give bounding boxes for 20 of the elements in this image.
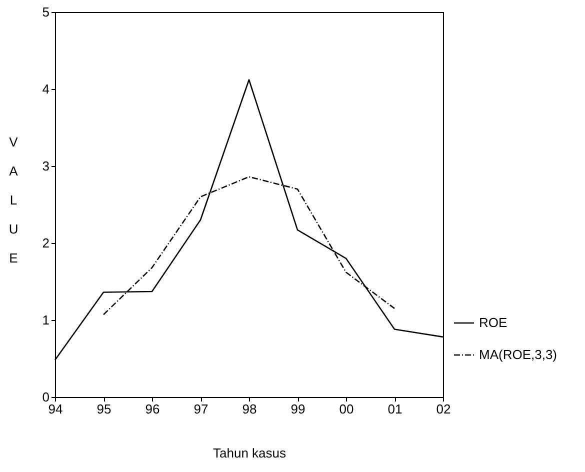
y-tick-label: 5: [42, 4, 50, 20]
x-tick-label: 96: [145, 402, 160, 416]
x-tick-label: 02: [436, 402, 451, 416]
y-tick-label: 3: [42, 158, 50, 174]
x-tick-label: 01: [388, 402, 402, 416]
x-tick-label: 97: [194, 402, 208, 416]
x-tick-label: 99: [290, 402, 306, 416]
line-series: [102, 176, 396, 316]
y-axis-title: VALUE: [8, 134, 18, 266]
x-tick-label: 94: [48, 402, 63, 416]
y-tick-label: 4: [42, 82, 50, 96]
x-tick-label: 98: [242, 402, 257, 416]
x-axis-title: Tahun kasus: [213, 446, 286, 460]
y-tick-label: 2: [42, 236, 50, 250]
y-tick-label: 1: [42, 312, 50, 328]
x-tick-label: 00: [339, 402, 354, 416]
legend-label: MA(ROE,3,3): [479, 347, 558, 362]
legend-label: ROE: [479, 315, 508, 330]
y-tick-label: 0: [42, 390, 50, 404]
x-tick-label: 95: [96, 402, 112, 416]
